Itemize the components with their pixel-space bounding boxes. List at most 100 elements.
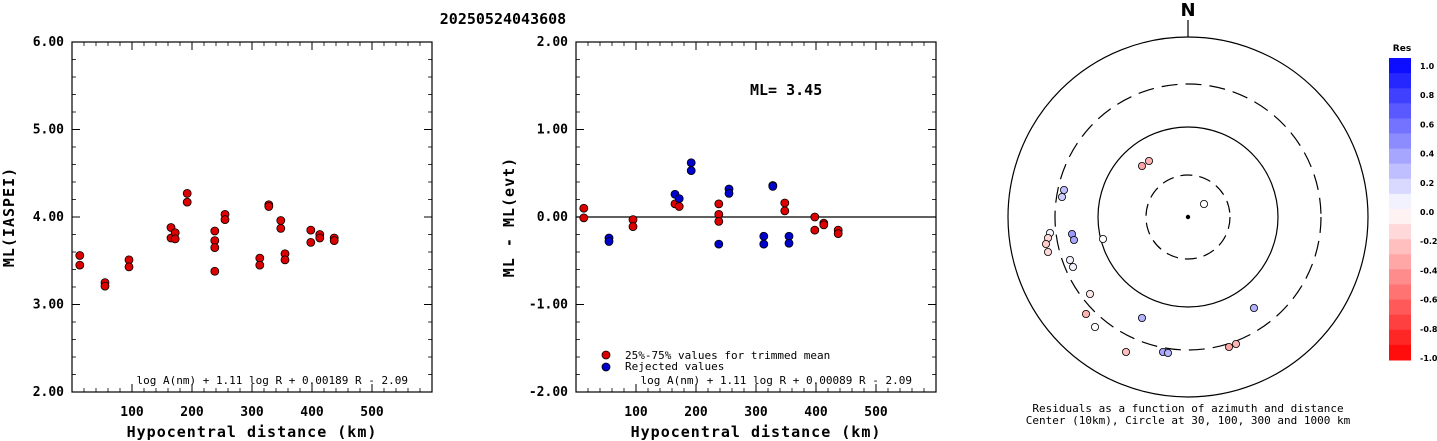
station-residual-point — [1200, 199, 1209, 208]
colorbar-tick-label: -1.0 — [1420, 354, 1437, 363]
legend-accepted-marker — [601, 350, 611, 360]
colorbar-tick-label: -0.2 — [1420, 237, 1437, 246]
ring-30km — [1145, 174, 1231, 260]
plot2-data-point — [579, 213, 589, 223]
plot2-data-point — [674, 194, 684, 204]
colorbar-cell — [1389, 224, 1411, 240]
plot1-data-point — [75, 260, 85, 270]
plot1-xtick-label: 100 — [120, 405, 144, 420]
station-residual-point — [1225, 342, 1234, 351]
plot2-ytick-label: -1.00 — [529, 298, 568, 313]
station-residual-points — [1042, 156, 1259, 357]
colorbar-cell — [1389, 299, 1411, 316]
plot1-ytick-label: 4.00 — [33, 210, 64, 225]
plot2-xtick-label: 100 — [624, 405, 648, 420]
plot2-xtick-label: 500 — [864, 405, 888, 420]
colorbar-tick-label: 0.4 — [1420, 150, 1435, 159]
plot2-data-point — [810, 212, 820, 222]
plot2-xlabel: Hypocentral distance (km) — [631, 423, 882, 441]
plot1-data-point — [210, 243, 220, 253]
plot2-data-point — [724, 188, 734, 198]
plot1-xlabel: Hypocentral distance (km) — [127, 423, 378, 441]
legend-accepted-label: 25%-75% values for trimmed mean — [625, 349, 830, 362]
colorbar-cell — [1389, 103, 1411, 119]
residual-vs-distance-plot: -2.00 -1.00 0.00 1.00 2.00 100 200 300 400 500 ML… — [500, 35, 937, 441]
plot2-ytick-label: 0.00 — [537, 210, 568, 225]
colorbar-cell — [1389, 163, 1411, 180]
plot2-data-point — [604, 237, 614, 246]
plot2-data-point — [784, 238, 794, 248]
plot2-points — [579, 158, 843, 249]
azimuth-residual-plot: N Residuals as a function of azimuth and… — [1007, 0, 1369, 427]
plot2-xtick-label: 200 — [684, 405, 708, 420]
plot1-data-point — [75, 251, 85, 260]
plot1-data-point — [220, 215, 230, 225]
colorbar-cell — [1389, 58, 1411, 74]
polar-caption-line1: Residuals as a function of azimuth and d… — [1032, 402, 1343, 415]
plot2-axes: -2.00 -1.00 0.00 1.00 2.00 100 200 300 400 500 — [529, 35, 936, 420]
plot2-ylabel: ML - ML(evt) — [500, 157, 518, 277]
plot1-data-point — [124, 262, 134, 272]
event-title: 20250524043608 — [440, 10, 566, 28]
plot2-data-point — [833, 229, 843, 239]
plot2-ytick-label: 2.00 — [537, 35, 568, 50]
colorbar-tick-label: 0.2 — [1420, 179, 1434, 188]
station-residual-point — [1066, 255, 1075, 264]
plot1-data-point — [315, 233, 325, 243]
colorbar-cell — [1389, 239, 1411, 255]
plot2-data-point — [819, 220, 829, 230]
plot1-data-point — [210, 266, 220, 276]
station-residual-point — [1058, 192, 1067, 201]
plot2-data-point — [714, 199, 724, 209]
plot1-data-point — [170, 234, 180, 244]
plot1-ytick-label: 3.00 — [33, 298, 64, 313]
plot2-data-point — [628, 222, 638, 232]
legend-rejected-label: Rejected values — [625, 360, 724, 373]
station-residual-point — [1099, 234, 1108, 243]
plot1-axes: 2.00 3.00 4.00 5.00 6.00 100 200 300 400 500 — [33, 35, 432, 420]
colorbar-cell — [1389, 254, 1411, 270]
colorbar-tick-label: 1.0 — [1420, 62, 1435, 71]
colorbar-tick-label: 0.8 — [1420, 91, 1435, 100]
colorbar-cell — [1389, 344, 1411, 361]
station-residual-point — [1060, 185, 1069, 194]
plot1-data-point — [182, 188, 192, 198]
plot1-data-point — [306, 237, 316, 247]
plot1-data-point — [306, 225, 316, 235]
plot1-xtick-label: 500 — [360, 405, 384, 420]
plot2-data-point — [674, 202, 684, 211]
plot1-data-point — [210, 226, 220, 236]
ml-vs-distance-plot: 2.00 3.00 4.00 5.00 6.00 100 200 300 400 500 log … — [0, 35, 433, 441]
plot1-ylabel: ML(IASPEI) — [0, 167, 18, 267]
colorbar-cell — [1389, 118, 1411, 134]
plot1-data-point — [264, 202, 274, 211]
colorbar-cell — [1389, 284, 1411, 301]
plot2-xtick-label: 300 — [744, 405, 768, 420]
station-residual-point — [1145, 156, 1154, 165]
north-label: N — [1180, 0, 1195, 21]
plot2-data-point — [780, 206, 790, 216]
plot2-data-point — [686, 158, 696, 168]
colorbar-title: Res — [1393, 44, 1411, 54]
epicenter-dot — [1185, 214, 1191, 220]
station-residual-point — [1138, 161, 1147, 170]
plot1-ytick-label: 2.00 — [33, 385, 64, 400]
residual-colorbar: Res 1.0 0.8 0.6 0.4 0.2 0.0 -0.2 -0.4 -0.6 -0.8 -1… — [1389, 44, 1437, 363]
plot1-points — [75, 188, 339, 291]
ring-1000km — [1007, 36, 1369, 398]
station-residual-point — [1086, 289, 1095, 298]
plot1-ytick-label: 6.00 — [33, 35, 64, 50]
plot1-data-point — [255, 260, 265, 270]
station-residual-point — [1164, 348, 1173, 357]
plot2-data-point — [579, 203, 589, 213]
plot2-data-point — [714, 216, 724, 226]
ring-300km — [1054, 83, 1322, 351]
colorbar-cell — [1389, 329, 1411, 346]
polar-caption-line2: Center (10km), Circle at 30, 100, 300 an… — [1026, 414, 1351, 427]
colorbar-tick-label: 0.0 — [1420, 208, 1435, 217]
plot2-data-point — [759, 239, 769, 249]
colorbar-tick-label: -0.8 — [1420, 325, 1437, 334]
station-residual-point — [1122, 347, 1131, 356]
colorbar-cell — [1389, 148, 1411, 165]
